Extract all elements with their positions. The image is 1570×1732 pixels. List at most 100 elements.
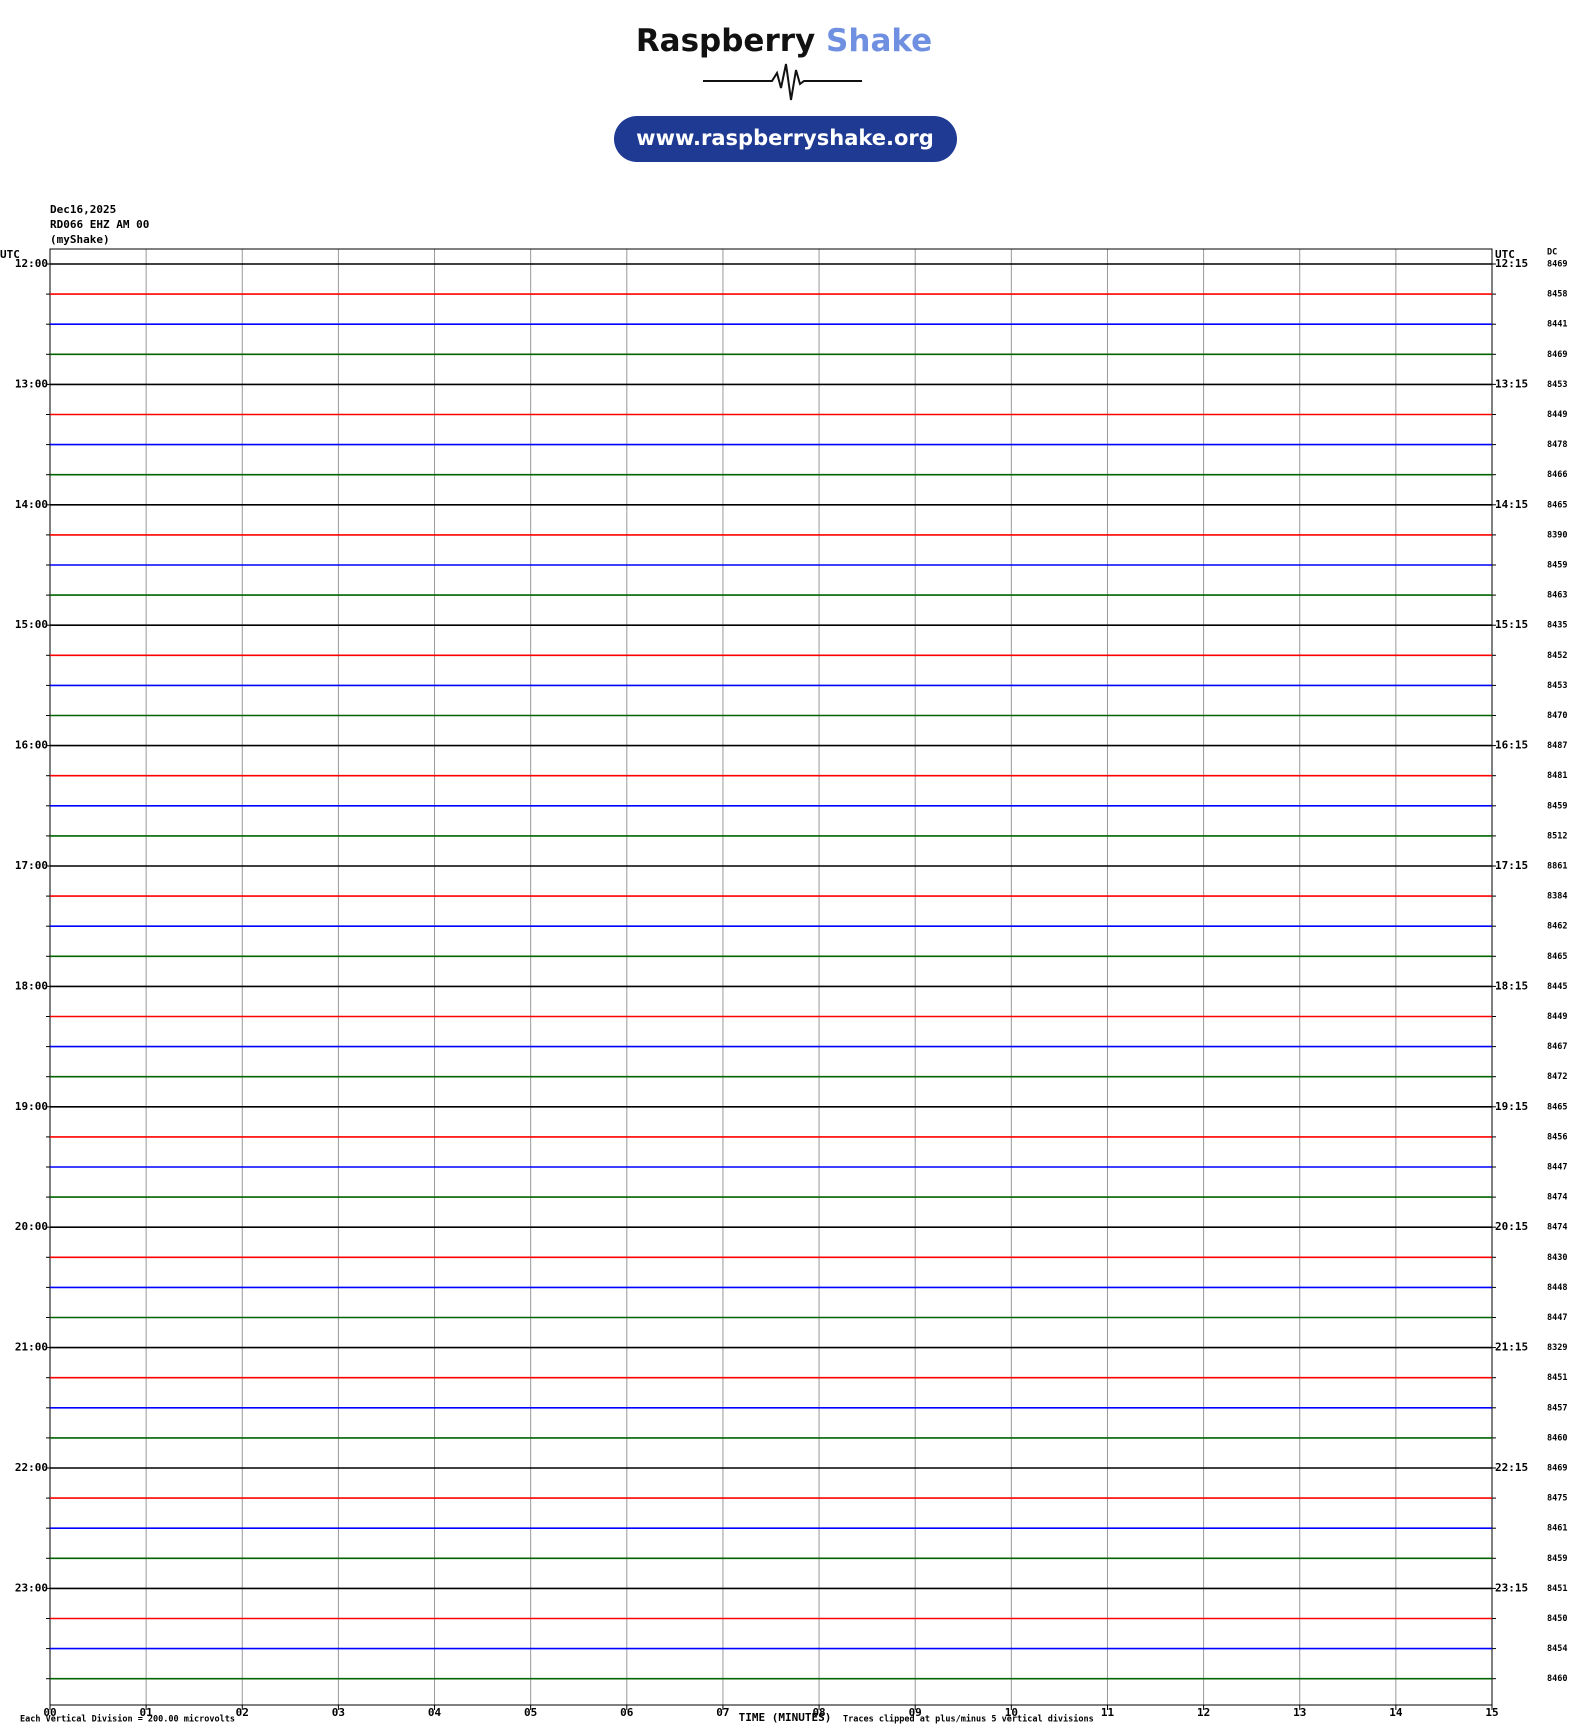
dc-value: 8454 [1547,1644,1567,1654]
x-tick-label: 02 [236,1706,249,1719]
logo: Raspberry Shake www.raspberryshake.org [614,23,957,162]
hour-label-right: 19:15 [1495,1100,1528,1113]
dc-value: 8456 [1547,1132,1567,1142]
x-tick-label: 15 [1485,1706,1498,1719]
dc-value: 8481 [1547,771,1567,781]
dc-value: 8472 [1547,1072,1567,1082]
left-axis-label: UTC [0,248,20,261]
dc-value: 8390 [1547,530,1567,540]
x-tick-label: 06 [620,1706,634,1719]
hour-label-left: 21:00 [15,1341,48,1354]
hour-label-left: 22:00 [15,1461,48,1474]
hour-label-right: 18:15 [1495,979,1528,992]
dc-value: 8459 [1547,1554,1567,1564]
dc-value: 8458 [1547,290,1567,300]
dc-value: 8384 [1547,892,1567,902]
dc-value: 8441 [1547,320,1567,330]
x-tick-label: 08 [812,1706,825,1719]
hour-label-right: 20:15 [1495,1220,1528,1233]
dc-value: 8469 [1547,1464,1567,1474]
hour-label-right: 16:15 [1495,739,1528,752]
dc-value: 8465 [1547,500,1567,510]
dc-value: 8447 [1547,1163,1567,1173]
dc-value: 8430 [1547,1253,1567,1263]
dc-value: 8461 [1547,1524,1567,1534]
dc-value: 8465 [1547,1102,1567,1112]
dc-value: 8459 [1547,801,1567,811]
url-pill[interactable] [614,116,957,162]
dc-value: 8474 [1547,1193,1567,1203]
x-tick-label: 03 [332,1706,345,1719]
plot-area: 00 01 02 03 04 05 06 07 08 09 10 11 12 13 14 15 8469 8458… [15,248,1567,1719]
hour-label-right: 17:15 [1495,859,1528,872]
hour-label-right: 12:15 [1495,257,1528,270]
dc-value: 8460 [1547,1433,1567,1443]
right-axis-label: UTC [1495,248,1515,261]
hour-label-left: 20:00 [15,1220,48,1233]
dc-value: 8450 [1547,1614,1567,1624]
logo-text: Raspberry Shake [636,23,932,59]
hour-label-left: 15:00 [15,618,48,631]
dc-value: 8452 [1547,651,1567,661]
dc-value: 8478 [1547,440,1567,450]
dc-value: 8470 [1547,711,1567,721]
dc-value: 8463 [1547,591,1567,601]
date: Dec16,2025 [50,203,116,216]
x-axis-label: TIME (MINUTES) [739,1711,832,1724]
dc-value: 8449 [1547,410,1567,420]
dc-value: 8453 [1547,380,1567,390]
footer-right: Traces clipped at plus/minus 5 vertical … [843,1714,1094,1725]
hour-label-right: 14:15 [1495,498,1528,511]
footer-left: Each Vertical Division = 200.00 microvol… [20,1714,235,1725]
dc-value: 8466 [1547,470,1567,480]
station: RD066 EHZ AM 00 [50,218,149,231]
hour-label-right: 15:15 [1495,618,1528,631]
hour-label-left: 18:00 [15,979,48,992]
dc-value: 8457 [1547,1403,1567,1413]
dc-label: DC [1547,248,1557,258]
dc-value: 8467 [1547,1042,1567,1052]
x-tick-label: 14 [1389,1706,1403,1719]
hour-label-left: 16:00 [15,739,48,752]
hour-label-left: 17:00 [15,859,48,872]
dc-value: 8449 [1547,1012,1567,1022]
x-tick-label: 10 [1005,1706,1018,1719]
x-tick-label: 07 [716,1706,729,1719]
url[interactable]: www.raspberryshake.org [636,126,934,150]
hour-label-left: 19:00 [15,1100,48,1113]
x-tick-label: 13 [1293,1706,1306,1719]
dc-value: 8451 [1547,1373,1567,1383]
x-tick-label: 01 [140,1706,154,1719]
dc-value: 8445 [1547,982,1567,992]
logo-word: Shake [826,23,932,59]
dc-value: 8459 [1547,561,1567,571]
dc-value: 8453 [1547,681,1567,691]
dc-value: 8861 [1547,862,1567,872]
hour-label-right: 23:15 [1495,1581,1528,1594]
dc-value: 8469 [1547,350,1567,360]
dc-value: 8512 [1547,831,1567,841]
x-tick-label: 00 [43,1706,56,1719]
dc-value: 8465 [1547,952,1567,962]
x-tick-label: 11 [1101,1706,1115,1719]
x-tick-label: 04 [428,1706,442,1719]
plot-frame [49,248,1493,1706]
hour-label-right: 13:15 [1495,377,1528,390]
hour-label-right: 22:15 [1495,1461,1528,1474]
x-tick-label: 12 [1197,1706,1210,1719]
dc-value: 8475 [1547,1494,1567,1504]
hour-label-left: 12:00 [15,257,48,270]
dc-value: 8448 [1547,1283,1567,1293]
dc-value: 8487 [1547,741,1567,751]
dc-value: 8460 [1547,1674,1567,1684]
hour-label-left: 14:00 [15,498,48,511]
dc-value: 8435 [1547,621,1567,631]
hour-label-right: 21:15 [1495,1341,1528,1354]
x-tick-label: 05 [524,1706,537,1719]
dc-value: 8469 [1547,260,1567,270]
hour-label-left: 13:00 [15,377,48,390]
logo-wave [703,63,862,101]
hour-label-left: 23:00 [15,1581,48,1594]
dc-value: 8329 [1547,1343,1567,1353]
